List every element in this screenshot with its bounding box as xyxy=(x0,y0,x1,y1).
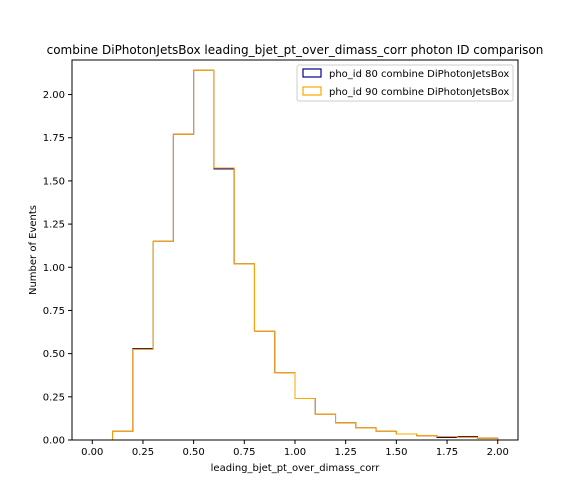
legend-swatch-pho-id-80 xyxy=(302,68,322,78)
y-tick-label: 0.00 xyxy=(43,436,65,447)
y-tick-label: 2.00 xyxy=(43,90,65,101)
y-tick-label: 0.75 xyxy=(43,306,65,317)
legend-label-pho-id-80: pho_id 80 combine DiPhotonJetsBox xyxy=(329,69,509,80)
x-axis-label: leading_bjet_pt_over_dimass_corr xyxy=(211,463,381,474)
axes-layer: 0.00 0.25 0.50 0.75 1.00 1.25 1.50 1.75 2.00 0.00… xyxy=(43,90,509,458)
data-layer xyxy=(92,69,499,441)
y-tick-label: 1.75 xyxy=(43,133,65,144)
legend: pho_id 80 combine DiPhotonJetsBox pho_id… xyxy=(296,64,514,102)
x-tick-label: 0.50 xyxy=(183,447,205,458)
y-axis-label: Number of Events xyxy=(28,205,39,295)
x-tick-label: 1.75 xyxy=(436,447,458,458)
y-tick-label: 0.25 xyxy=(43,392,65,403)
x-tick-label: 1.50 xyxy=(385,447,407,458)
y-tick-label: 0.50 xyxy=(43,349,65,360)
y-tick-label: 1.50 xyxy=(43,176,65,187)
y-tick-label: 1.00 xyxy=(43,263,65,274)
legend-frame xyxy=(296,64,514,102)
x-tick-label: 1.00 xyxy=(284,447,306,458)
chart-title: combine DiPhotonJetsBox leading_bjet_pt_… xyxy=(47,43,544,57)
legend-label-pho-id-90: pho_id 90 combine DiPhotonJetsBox xyxy=(329,87,509,98)
x-tick-label: 1.25 xyxy=(335,447,357,458)
x-tick-label: 2.00 xyxy=(487,447,509,458)
legend-swatch-pho-id-90 xyxy=(302,86,322,96)
x-tick-label: 0.00 xyxy=(81,447,103,458)
x-tick-label: 0.25 xyxy=(132,447,154,458)
y-tick-label: 1.25 xyxy=(43,220,65,231)
x-tick-label: 0.75 xyxy=(233,447,255,458)
